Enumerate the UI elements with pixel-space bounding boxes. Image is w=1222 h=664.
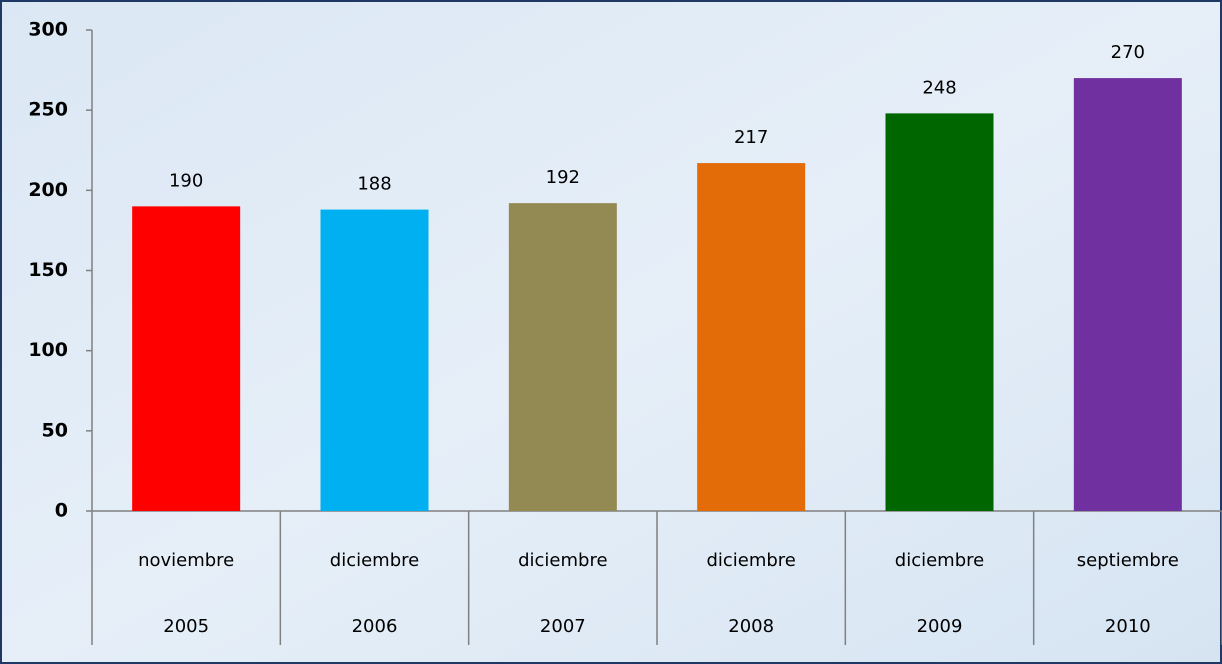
- bar: [885, 113, 994, 511]
- bar: [132, 206, 241, 511]
- x-tick-label: septiembre: [1077, 550, 1179, 571]
- data-label: 248: [922, 77, 956, 98]
- x-tick-label: noviembre: [138, 550, 234, 571]
- data-label: 190: [169, 170, 203, 191]
- data-label: 192: [546, 167, 580, 188]
- x-tick-label: diciembre: [518, 550, 607, 571]
- y-tick-label: 0: [55, 500, 68, 522]
- y-tick-label: 300: [28, 19, 68, 41]
- x-tick-label: diciembre: [895, 550, 984, 571]
- x-tick-label: diciembre: [330, 550, 419, 571]
- x-group-label: 2007: [540, 616, 586, 637]
- data-label: 188: [357, 174, 391, 195]
- y-tick-label: 100: [28, 339, 68, 361]
- x-group-label: 2010: [1105, 616, 1151, 637]
- x-tick-label: diciembre: [706, 550, 795, 571]
- data-label: 270: [1111, 42, 1145, 63]
- bar: [1073, 78, 1182, 511]
- x-group-label: 2009: [917, 616, 963, 637]
- y-tick-label: 50: [42, 419, 68, 441]
- bar: [508, 203, 617, 511]
- x-group-label: 2008: [728, 616, 774, 637]
- data-label: 217: [734, 127, 768, 148]
- bar: [320, 209, 429, 511]
- y-tick-label: 250: [28, 99, 68, 121]
- x-group-label: 2005: [163, 616, 209, 637]
- y-tick-label: 200: [28, 179, 68, 201]
- y-tick-label: 150: [28, 259, 68, 281]
- bar: [697, 163, 806, 511]
- x-group-label: 2006: [352, 616, 398, 637]
